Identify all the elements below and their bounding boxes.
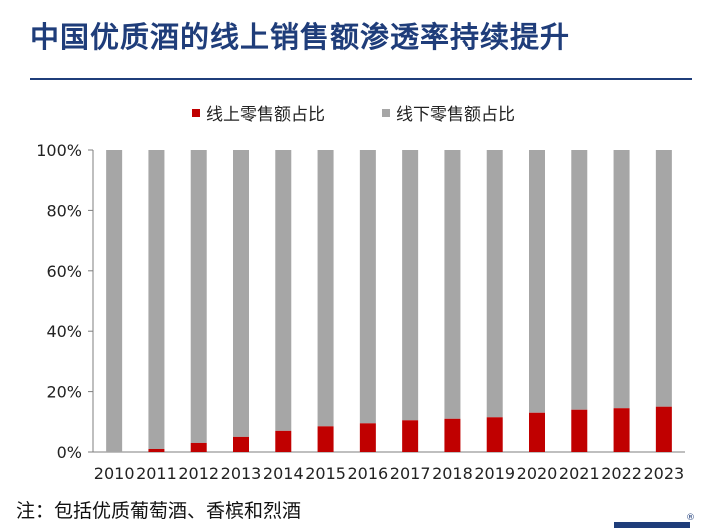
bar-online: [190, 442, 207, 452]
x-tick-label: 2018: [432, 464, 473, 483]
legend-label-online: 线上零售额占比: [206, 105, 325, 125]
x-tick-label: 2019: [474, 464, 515, 483]
bar-online: [655, 406, 672, 452]
bar-online: [317, 426, 334, 452]
bar-online: [359, 423, 376, 452]
y-tick-label: 100%: [36, 141, 82, 160]
bar-offline: [613, 150, 630, 409]
x-tick-label: 2011: [136, 464, 177, 483]
x-tick-label: 2013: [221, 464, 262, 483]
bar-offline: [148, 150, 165, 449]
bar-offline: [275, 150, 292, 431]
title-divider: [30, 78, 692, 80]
x-tick-label: 2014: [263, 464, 304, 483]
bar-offline: [571, 150, 588, 410]
x-tick-label: 2017: [390, 464, 431, 483]
legend-label-offline: 线下零售额占比: [396, 105, 515, 125]
x-tick-label: 2015: [305, 464, 346, 483]
bar-online: [402, 420, 419, 452]
footer-bar: [614, 522, 690, 528]
bar-offline: [359, 150, 376, 424]
y-tick-label: 60%: [46, 262, 82, 281]
bar-online: [275, 430, 292, 452]
bar-online: [444, 418, 461, 452]
y-tick-label: 20%: [46, 383, 82, 402]
bar-offline: [317, 150, 334, 427]
bar-online: [571, 409, 588, 452]
bar-offline: [529, 150, 545, 413]
registered-mark-icon: ®: [686, 513, 695, 523]
y-tick-label: 0%: [57, 443, 82, 462]
x-tick-label: 2021: [559, 464, 600, 483]
bar-online: [486, 417, 503, 452]
x-tick-label: 2022: [601, 464, 642, 483]
legend-swatch-offline: [382, 108, 390, 117]
x-tick-label: 2023: [643, 464, 684, 483]
bar-online: [148, 448, 165, 452]
legend-item-online: 线上零售额占比: [192, 100, 325, 125]
bar-offline: [655, 150, 672, 407]
bar-offline: [233, 150, 249, 437]
x-tick-label: 2016: [347, 464, 388, 483]
y-tick-label: 40%: [46, 322, 82, 341]
x-tick-label: 2010: [94, 464, 135, 483]
bar-offline: [190, 150, 207, 443]
chart-legend: 线上零售额占比 线下零售额占比: [0, 100, 720, 125]
bar-online: [529, 412, 545, 452]
legend-item-offline: 线下零售额占比: [382, 100, 515, 125]
x-tick-label: 2012: [178, 464, 219, 483]
x-tick-label: 2020: [517, 464, 558, 483]
footnote: 注：包括优质葡萄酒、香槟和烈酒: [16, 500, 302, 522]
bar-online: [613, 408, 630, 452]
y-tick-label: 80%: [46, 201, 82, 220]
legend-swatch-online: [192, 108, 200, 117]
bar-offline: [444, 150, 461, 419]
bar-online: [233, 436, 249, 452]
page-title: 中国优质酒的线上销售额渗透率持续提升: [30, 20, 571, 54]
bar-offline: [106, 150, 123, 452]
bar-offline: [402, 150, 419, 421]
bar-offline: [486, 150, 503, 418]
